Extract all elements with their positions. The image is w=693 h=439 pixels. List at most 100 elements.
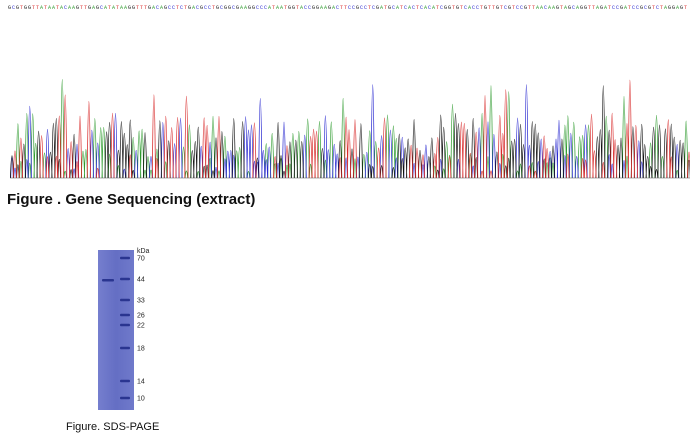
svg-text:A: A xyxy=(596,5,599,11)
svg-text:G: G xyxy=(216,5,219,11)
svg-text:T: T xyxy=(144,5,147,11)
svg-text:G: G xyxy=(580,5,583,11)
svg-text:G: G xyxy=(148,5,151,11)
kda-unit-label: kDa xyxy=(137,248,150,255)
svg-text:C: C xyxy=(472,5,475,11)
svg-text:C: C xyxy=(64,5,67,11)
svg-text:G: G xyxy=(88,5,91,11)
svg-text:C: C xyxy=(404,5,407,11)
svg-text:G: G xyxy=(508,5,511,11)
svg-text:G: G xyxy=(236,5,239,11)
marker-label-70: 70 xyxy=(137,256,145,263)
svg-text:T: T xyxy=(80,5,83,11)
svg-text:T: T xyxy=(296,5,299,11)
svg-text:T: T xyxy=(532,5,535,11)
svg-text:A: A xyxy=(124,5,127,11)
svg-text:A: A xyxy=(280,5,283,11)
svg-text:G: G xyxy=(524,5,527,11)
sds-page-gel: kDa 70 44 33 26 22 18 14 10 xyxy=(98,248,150,410)
svg-text:T: T xyxy=(212,5,215,11)
svg-text:T: T xyxy=(452,5,455,11)
svg-text:C: C xyxy=(412,5,415,11)
svg-text:C: C xyxy=(656,5,659,11)
svg-text:C: C xyxy=(348,5,351,11)
svg-text:G: G xyxy=(228,5,231,11)
svg-text:C: C xyxy=(476,5,479,11)
svg-text:G: G xyxy=(456,5,459,11)
svg-text:G: G xyxy=(668,5,671,11)
sample-band xyxy=(102,279,114,282)
svg-text:G: G xyxy=(292,5,295,11)
svg-text:C: C xyxy=(364,5,367,11)
svg-text:T: T xyxy=(368,5,371,11)
svg-text:C: C xyxy=(172,5,175,11)
svg-text:G: G xyxy=(312,5,315,11)
marker-label-44: 44 xyxy=(137,277,145,284)
svg-text:T: T xyxy=(588,5,591,11)
svg-text:G: G xyxy=(24,5,27,11)
marker-label-14: 14 xyxy=(137,379,145,386)
svg-text:C: C xyxy=(504,5,507,11)
svg-text:G: G xyxy=(288,5,291,11)
svg-text:T: T xyxy=(344,5,347,11)
svg-text:C: C xyxy=(256,5,259,11)
svg-text:C: C xyxy=(304,5,307,11)
svg-text:G: G xyxy=(224,5,227,11)
svg-text:A: A xyxy=(548,5,551,11)
svg-text:C: C xyxy=(308,5,311,11)
svg-text:T: T xyxy=(460,5,463,11)
svg-text:A: A xyxy=(396,5,399,11)
svg-text:A: A xyxy=(160,5,163,11)
marker-band-44 xyxy=(120,277,130,281)
svg-text:A: A xyxy=(324,5,327,11)
svg-text:G: G xyxy=(568,5,571,11)
marker-label-10: 10 xyxy=(137,396,145,403)
svg-text:C: C xyxy=(636,5,639,11)
svg-text:C: C xyxy=(360,5,363,11)
svg-text:T: T xyxy=(488,5,491,11)
svg-text:A: A xyxy=(300,5,303,11)
svg-text:T: T xyxy=(32,5,35,11)
trace-c xyxy=(10,84,680,179)
svg-text:A: A xyxy=(276,5,279,11)
svg-text:T: T xyxy=(84,5,87,11)
svg-text:T: T xyxy=(512,5,515,11)
svg-text:T: T xyxy=(56,5,59,11)
svg-text:G: G xyxy=(600,5,603,11)
sequencing-chromatogram xyxy=(10,79,690,179)
svg-text:G: G xyxy=(248,5,251,11)
trace-a xyxy=(15,79,689,179)
svg-text:T: T xyxy=(480,5,483,11)
svg-text:G: G xyxy=(96,5,99,11)
svg-text:G: G xyxy=(584,5,587,11)
svg-text:A: A xyxy=(564,5,567,11)
svg-text:C: C xyxy=(464,5,467,11)
svg-text:G: G xyxy=(620,5,623,11)
svg-text:C: C xyxy=(208,5,211,11)
svg-text:C: C xyxy=(156,5,159,11)
marker-label-22: 22 xyxy=(137,323,145,330)
svg-text:G: G xyxy=(640,5,643,11)
svg-text:G: G xyxy=(356,5,359,11)
marker-band-14 xyxy=(120,379,130,383)
svg-text:A: A xyxy=(152,5,155,11)
svg-text:C: C xyxy=(264,5,267,11)
marker-label-18: 18 xyxy=(137,346,145,353)
svg-text:T: T xyxy=(528,5,531,11)
svg-text:A: A xyxy=(60,5,63,11)
svg-text:A: A xyxy=(92,5,95,11)
svg-text:T: T xyxy=(684,5,687,11)
svg-text:C: C xyxy=(196,5,199,11)
gene-sequencing-caption: Figure . Gene Sequencing (extract) xyxy=(7,191,256,208)
svg-text:T: T xyxy=(184,5,187,11)
marker-band-18 xyxy=(120,346,130,350)
svg-text:A: A xyxy=(540,5,543,11)
svg-text:G: G xyxy=(556,5,559,11)
svg-text:A: A xyxy=(576,5,579,11)
svg-text:C: C xyxy=(428,5,431,11)
svg-text:G: G xyxy=(8,5,11,11)
svg-text:T: T xyxy=(652,5,655,11)
svg-text:A: A xyxy=(664,5,667,11)
svg-text:T: T xyxy=(340,5,343,11)
svg-text:C: C xyxy=(616,5,619,11)
